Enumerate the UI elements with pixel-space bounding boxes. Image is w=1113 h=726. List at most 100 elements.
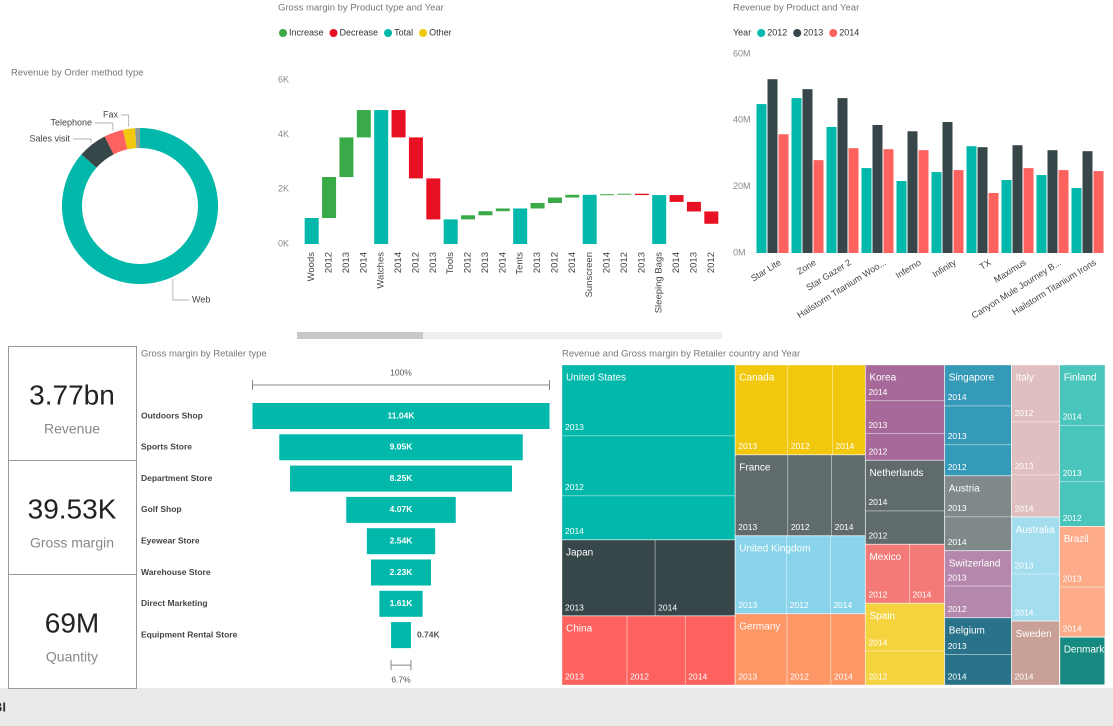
waterfall-bar [374, 110, 389, 244]
x-tick-label: 2014 [567, 252, 578, 273]
year-label: 2014 [868, 497, 887, 507]
legend-marker [384, 29, 393, 37]
country-label: Sweden [1016, 629, 1052, 640]
year-tile [944, 364, 1012, 407]
kpi-label: Quantity [46, 649, 98, 665]
year-label: 2014 [1015, 503, 1034, 513]
value-label: 4.07K [390, 504, 414, 514]
bar [953, 170, 964, 253]
waterfall-bar [530, 203, 545, 209]
country-label: France [739, 463, 771, 474]
legend-marker [757, 29, 766, 37]
waterfall-bar [565, 194, 580, 198]
year-tile [786, 613, 832, 686]
funnel-bar [279, 434, 523, 461]
x-tick-label: 2013 [341, 252, 352, 273]
funnel-bar [366, 528, 436, 555]
year-label: 2013 [948, 572, 967, 582]
legend-label: 2014 [839, 27, 859, 37]
year-tile [734, 613, 788, 686]
bar [988, 192, 999, 253]
bar [756, 104, 767, 253]
year-tile [1011, 474, 1061, 518]
x-tick-label: Woods [306, 252, 317, 282]
kpi-card [8, 574, 137, 689]
year-label: 2013 [1015, 560, 1034, 570]
funnel-bar [346, 496, 456, 523]
waterfall-bar [634, 193, 649, 196]
y-tick-label: 2K [278, 184, 289, 194]
year-label: 2013 [1063, 573, 1082, 583]
y-tick-label: 4K [278, 129, 289, 139]
scrollbar-thumb[interactable] [297, 332, 423, 339]
legend-label: Total [394, 27, 413, 37]
category-label: Department Store [141, 473, 213, 483]
country-tile [1059, 636, 1106, 686]
x-tick-label: Tools [445, 252, 456, 274]
year-tile [865, 510, 946, 545]
chart-title: Gross margin by Product type and Year [278, 3, 444, 14]
waterfall-bar [408, 137, 423, 179]
waterfall-bar [704, 211, 719, 224]
year-tile [734, 364, 789, 456]
legend-label: Decrease [340, 27, 379, 37]
year-tile [1011, 573, 1061, 622]
bar [907, 131, 918, 253]
bar [942, 121, 953, 253]
year-tile [787, 364, 833, 456]
year-tile [1059, 586, 1106, 638]
funnel-bar [391, 622, 411, 649]
year-tile [865, 400, 946, 434]
year-label: 2013 [738, 600, 757, 610]
slice-label: Telephone [50, 117, 92, 127]
waterfall-bar [669, 195, 684, 202]
country-label: Australia [1016, 525, 1055, 536]
waterfall-bar [391, 110, 406, 138]
year-tile [944, 654, 1012, 686]
funnel-bar [290, 465, 512, 492]
bar [966, 146, 977, 253]
year-label: 2012 [565, 482, 584, 492]
year-tile [865, 603, 946, 652]
year-tile [865, 364, 946, 402]
x-tick-label: 2014 [497, 252, 508, 273]
year-tile [944, 475, 1012, 518]
kpi-label: Gross margin [30, 535, 114, 551]
year-tile [944, 516, 1012, 552]
slice-label: Sales visit [29, 133, 70, 143]
top-label: 100% [390, 367, 412, 377]
year-tile [831, 454, 866, 537]
donut-slice [122, 128, 137, 150]
country-label: China [566, 624, 593, 635]
year-label: 2013 [1063, 468, 1082, 478]
legend-marker [279, 29, 287, 37]
year-label: 2013 [738, 671, 757, 681]
legend-label: 2012 [767, 27, 787, 37]
scrollbar-track [297, 332, 722, 339]
year-label: 2014 [565, 526, 584, 536]
bar [931, 172, 942, 253]
year-tile [865, 650, 946, 686]
waterfall-bar [461, 215, 476, 220]
kpi-card [8, 460, 137, 575]
x-tick-label: Tents [515, 252, 526, 275]
bar [883, 149, 894, 253]
kpi-value: 69M [45, 607, 99, 638]
waterfall-bar [356, 110, 371, 138]
year-tile [626, 615, 686, 686]
bar [1047, 150, 1058, 253]
leader-line [121, 114, 130, 127]
year-tile [1011, 364, 1061, 423]
x-tick-label: 2013 [636, 252, 647, 273]
country-label: Italy [1016, 373, 1034, 384]
country-label: Netherlands [869, 468, 923, 479]
bar [1071, 187, 1082, 253]
bar [813, 160, 824, 253]
value-label: 2.54K [390, 535, 414, 545]
y-tick-label: 0M [733, 247, 746, 257]
year-label: 2014 [833, 600, 852, 610]
x-tick-label: Watches [376, 252, 387, 289]
year-label: 2012 [868, 671, 887, 681]
legend-label: Other [429, 27, 452, 37]
donut-slice [135, 128, 140, 149]
